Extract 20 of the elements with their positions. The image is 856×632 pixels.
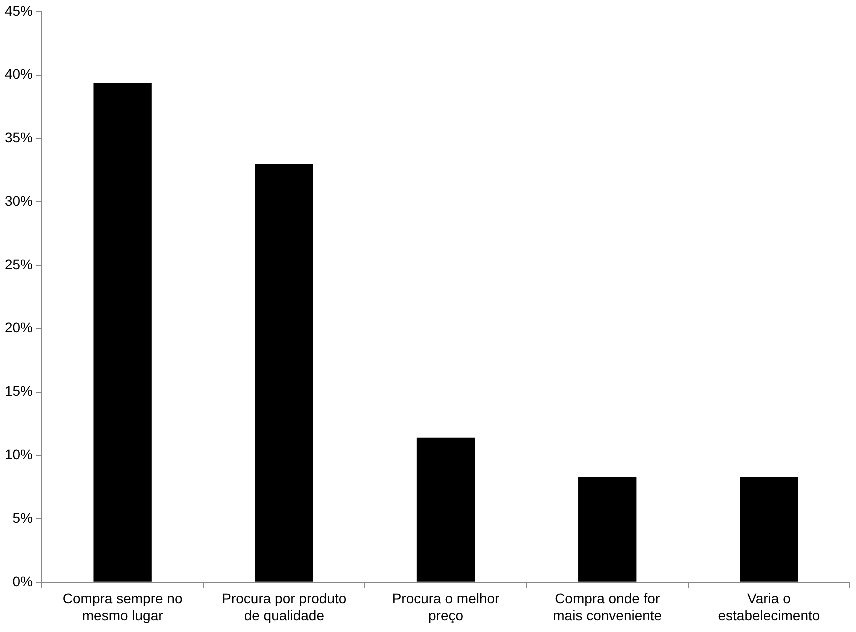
y-tick-label: 35% [4,130,34,146]
y-tick-label: 45% [4,2,34,19]
y-tick-label: 25% [4,256,34,272]
y-tick-label: 0% [12,573,34,590]
y-tick-label: 10% [4,446,34,463]
bar [740,477,798,582]
bar [416,438,476,582]
bar [578,477,637,582]
y-tick-label: 15% [4,383,34,400]
y-tick-label: 5% [12,510,34,526]
y-tick-label: 40% [4,66,34,82]
bar [255,164,314,582]
x-tick-label: Compra onde for mais conveniente [553,590,662,624]
bar [94,82,152,582]
x-tick-label: Procura por produto de qualidade [222,590,347,624]
x-tick-label: Varia o estabelecimento [718,590,820,624]
y-tick-label: 20% [4,320,34,336]
x-tick-label: Compra sempre no mesmo lugar [62,590,183,624]
x-tick-label: Procura o melhor preço [392,590,500,624]
y-tick-label: 30% [4,192,34,209]
